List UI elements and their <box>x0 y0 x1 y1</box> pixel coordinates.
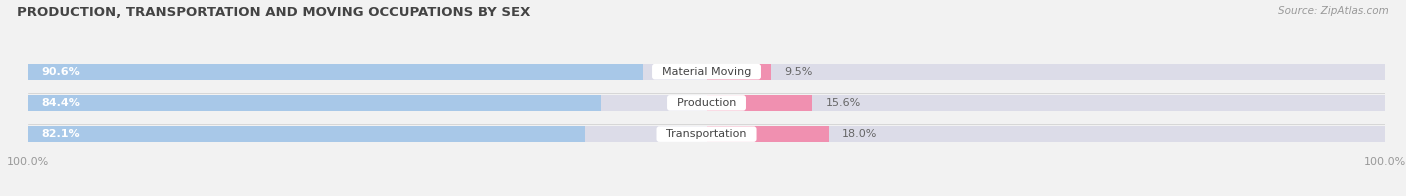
Text: 18.0%: 18.0% <box>842 129 877 139</box>
Bar <box>28 126 585 142</box>
Bar <box>28 64 1385 80</box>
Text: 15.6%: 15.6% <box>825 98 860 108</box>
Text: 84.4%: 84.4% <box>42 98 80 108</box>
Bar <box>28 126 1385 142</box>
Text: PRODUCTION, TRANSPORTATION AND MOVING OCCUPATIONS BY SEX: PRODUCTION, TRANSPORTATION AND MOVING OC… <box>17 6 530 19</box>
Bar <box>707 64 770 80</box>
Bar <box>707 95 813 111</box>
Text: Material Moving: Material Moving <box>655 67 758 77</box>
Text: Source: ZipAtlas.com: Source: ZipAtlas.com <box>1278 6 1389 16</box>
Bar <box>707 126 828 142</box>
Text: 82.1%: 82.1% <box>42 129 80 139</box>
Text: 90.6%: 90.6% <box>42 67 80 77</box>
Text: 9.5%: 9.5% <box>785 67 813 77</box>
Bar <box>28 95 1385 111</box>
Text: Production: Production <box>669 98 744 108</box>
Text: Transportation: Transportation <box>659 129 754 139</box>
Bar <box>28 64 643 80</box>
Bar <box>28 95 600 111</box>
